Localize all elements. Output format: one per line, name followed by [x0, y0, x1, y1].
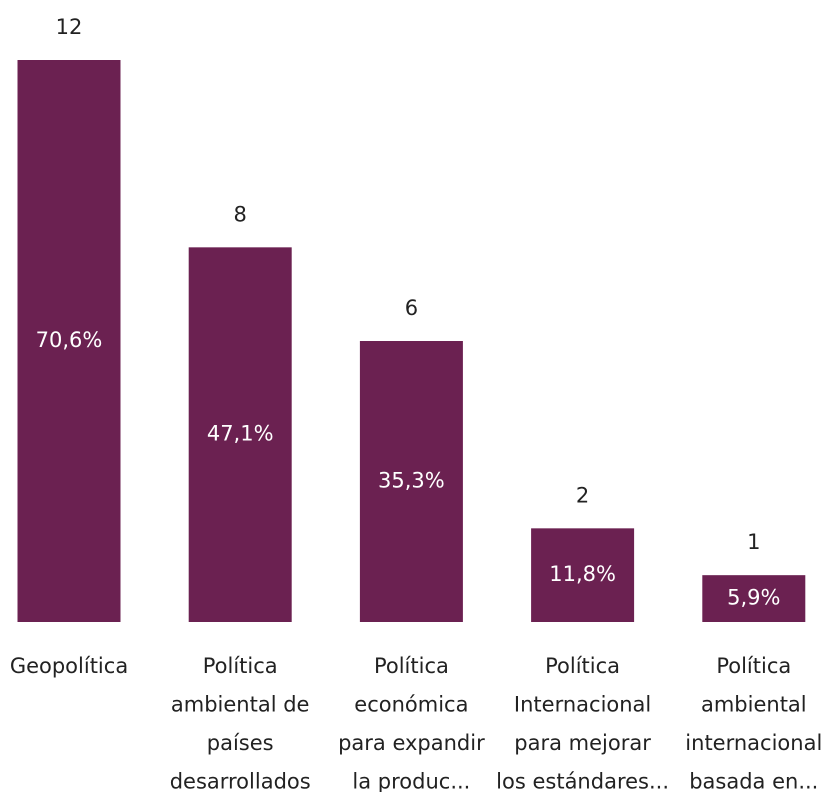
category-label: económica — [354, 693, 468, 717]
category-label: países — [207, 731, 274, 755]
category-label: desarrollados — [170, 770, 311, 792]
category-label: Internacional — [514, 693, 651, 717]
category-label: Política — [716, 654, 791, 678]
share-label: 35,3% — [378, 469, 445, 493]
category-label: basada en... — [689, 770, 818, 792]
value-label: 6 — [405, 296, 418, 320]
category-label: para expandir — [338, 731, 485, 755]
value-label: 8 — [234, 202, 247, 226]
bar — [188, 247, 292, 623]
category-label: internacional — [685, 731, 822, 755]
category-label: los estándares... — [496, 770, 669, 792]
category-label: ambiental — [701, 693, 807, 717]
bar — [531, 528, 635, 622]
share-label: 47,1% — [207, 422, 274, 446]
share-label: 70,6% — [36, 328, 103, 352]
value-label: 2 — [576, 483, 589, 507]
category-label: Política — [203, 654, 278, 678]
value-label: 1 — [747, 530, 760, 554]
share-label: 5,9% — [727, 586, 780, 610]
bar — [359, 341, 463, 622]
share-label: 11,8% — [549, 562, 616, 586]
category-label: Política — [545, 654, 620, 678]
bar — [702, 575, 806, 622]
category-label: la produc... — [352, 770, 470, 792]
category-label: ambiental de — [171, 693, 310, 717]
category-label: Política — [374, 654, 449, 678]
value-label: 12 — [56, 15, 83, 39]
category-label: para mejorar — [514, 731, 651, 755]
bar — [17, 60, 121, 622]
category-label: Geopolítica — [10, 654, 128, 678]
